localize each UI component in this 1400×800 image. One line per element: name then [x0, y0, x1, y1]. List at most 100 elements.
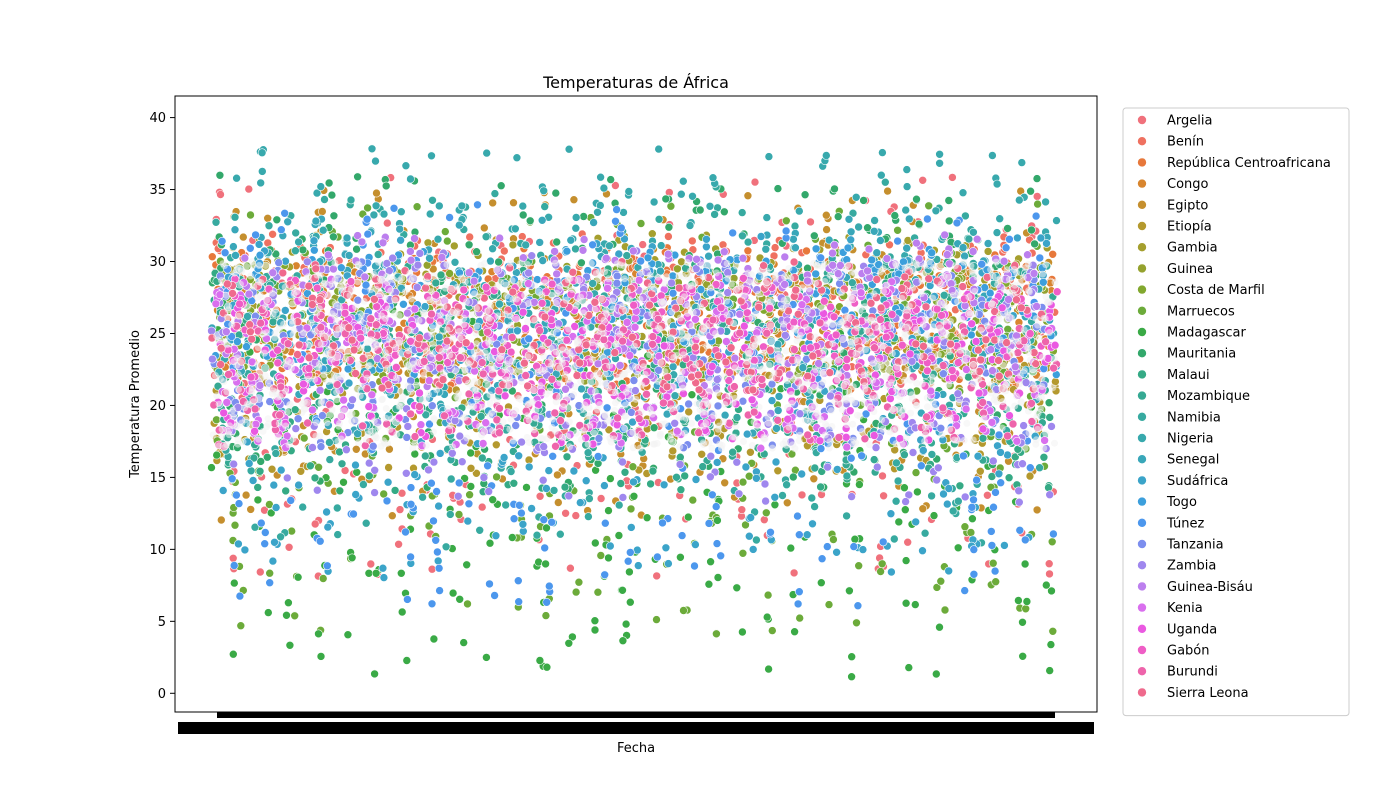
- scatter-point: [541, 611, 551, 620]
- scatter-point: [642, 513, 652, 523]
- scatter-point: [600, 481, 609, 490]
- scatter-point: [562, 246, 572, 256]
- scatter-point: [351, 490, 361, 499]
- scatter-point: [524, 334, 534, 344]
- scatter-point: [853, 601, 863, 611]
- scatter-point: [518, 210, 528, 220]
- scatter-point: [501, 500, 511, 510]
- scatter-point: [251, 230, 260, 240]
- scatter-point: [732, 583, 742, 593]
- scatter-point: [466, 448, 476, 458]
- scatter-point: [325, 455, 335, 464]
- scatter-point: [698, 462, 708, 471]
- scatter-point: [797, 469, 807, 479]
- scatter-point: [643, 253, 653, 263]
- scatter-point: [571, 244, 580, 254]
- scatter-point: [691, 475, 701, 484]
- scatter-point: [959, 451, 968, 461]
- scatter-point: [893, 476, 903, 486]
- scatter-point: [401, 161, 411, 170]
- scatter-point: [541, 559, 550, 569]
- scatter-point: [455, 594, 465, 604]
- scatter-point: [337, 459, 347, 469]
- scatter-point: [889, 534, 899, 544]
- scatter-point: [1045, 666, 1054, 675]
- scatter-point: [944, 196, 954, 205]
- scatter-point: [704, 251, 713, 261]
- scatter-point: [260, 528, 270, 537]
- scatter-point: [359, 480, 368, 489]
- scatter-point: [339, 477, 348, 487]
- scatter-point: [564, 638, 574, 648]
- scatter-point: [600, 518, 610, 528]
- scatter-point: [679, 606, 688, 615]
- scatter-point: [551, 188, 561, 198]
- scatter-point: [464, 499, 474, 509]
- scatter-point: [227, 474, 237, 484]
- scatter-point: [977, 259, 987, 269]
- scatter-point: [270, 537, 279, 547]
- scatter-point: [344, 251, 354, 260]
- scatter-point: [566, 563, 575, 573]
- scatter-point: [581, 476, 591, 486]
- scatter-point: [994, 430, 1004, 440]
- scatter-point: [228, 553, 238, 563]
- scatter-point: [218, 486, 228, 495]
- scatter-point: [625, 548, 635, 557]
- scatter-point: [604, 506, 613, 515]
- scatter-point: [713, 573, 723, 582]
- scatter-point: [320, 195, 329, 204]
- scatter-point: [208, 252, 217, 262]
- scatter-point: [216, 190, 225, 199]
- scatter-point: [876, 170, 886, 180]
- scatter-point: [465, 232, 475, 242]
- scatter-point: [832, 465, 842, 474]
- scatter-point: [781, 216, 791, 226]
- scatter-point: [718, 240, 728, 250]
- scatter-point: [215, 171, 225, 180]
- scatter-point: [764, 664, 773, 674]
- scatter-point: [268, 230, 277, 239]
- scatter-point: [743, 237, 753, 247]
- scatter-point: [232, 490, 241, 500]
- scatter-point: [432, 487, 441, 496]
- scatter-point: [509, 198, 518, 207]
- scatter-point: [457, 201, 467, 211]
- scatter-point: [234, 539, 243, 549]
- scatter-point: [920, 528, 930, 538]
- scatter-point: [596, 551, 606, 560]
- scatter-point: [904, 663, 914, 672]
- scatter-point: [687, 236, 697, 246]
- scatter-point: [702, 235, 711, 244]
- scatter-point: [991, 577, 1001, 587]
- scatter-point: [690, 561, 699, 571]
- scatter-point: [590, 625, 600, 635]
- scatter-point: [1033, 199, 1042, 209]
- scatter-point: [336, 263, 346, 273]
- scatter-point: [454, 220, 464, 230]
- scatter-point: [712, 539, 722, 548]
- scatter-point: [797, 490, 807, 500]
- scatter-point: [593, 452, 603, 461]
- scatter-point: [924, 201, 934, 211]
- scatter-point: [851, 193, 861, 202]
- scatter-point: [927, 248, 937, 258]
- scatter-point: [291, 246, 300, 255]
- scatter-point: [534, 557, 543, 567]
- scatter-point: [577, 384, 586, 394]
- scatter-point: [446, 474, 456, 484]
- scatter-point: [593, 208, 602, 217]
- scatter-point: [509, 514, 519, 524]
- scatter-point: [806, 217, 815, 227]
- scatter-point: [661, 194, 671, 204]
- scatter-point: [781, 226, 791, 236]
- scatter-point: [816, 578, 826, 588]
- scatter-point: [596, 172, 605, 182]
- scatter-point: [371, 201, 381, 211]
- scatter-point: [988, 151, 997, 160]
- scatter-point: [522, 483, 531, 492]
- scatter-point: [373, 250, 383, 259]
- scatter-point: [525, 216, 535, 226]
- scatter-point: [811, 244, 821, 254]
- scatter-point: [473, 200, 482, 210]
